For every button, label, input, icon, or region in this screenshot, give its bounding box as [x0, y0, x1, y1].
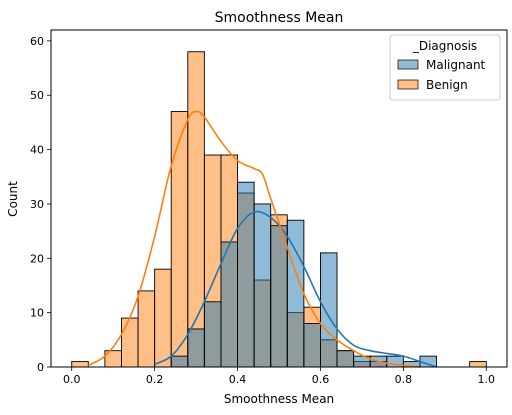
x-tick-label: 0.2	[146, 373, 164, 386]
bar-malignant-14	[303, 323, 321, 368]
bar-malignant-7	[187, 328, 205, 368]
legend-label-benign: Benign	[426, 78, 468, 92]
chart-title: Smoothness Mean	[215, 10, 344, 26]
bar-benign-6	[170, 111, 189, 368]
x-axis-ticks: 0.0 0.2 0.4 0.6 0.8 1.0	[63, 367, 495, 386]
x-tick-label: 1.0	[478, 373, 496, 386]
x-tick-label: 0.8	[395, 373, 413, 386]
kde-line-malignant	[154, 210, 437, 368]
bar-benign-24	[469, 361, 487, 368]
bar-benign-5	[154, 268, 172, 368]
y-axis-ticks: 0 10 20 30 40 50 60	[30, 35, 51, 374]
bar-malignant-16	[336, 350, 355, 368]
y-tick-label: 30	[30, 198, 44, 211]
bar-benign-3	[121, 317, 139, 368]
legend-swatch-malignant	[397, 59, 419, 70]
y-tick-label: 10	[30, 307, 44, 320]
y-tick-label: 60	[30, 35, 44, 48]
y-tick-label: 50	[30, 89, 44, 102]
bar-malignant-15	[320, 252, 338, 368]
bar-malignant-13	[286, 219, 305, 368]
bar-malignant-9	[220, 241, 238, 368]
bar-malignant-10	[237, 181, 255, 368]
legend-title: _Diagnosis	[412, 39, 477, 53]
bar-malignant-11	[253, 203, 272, 368]
kde-layer	[87, 110, 437, 368]
x-tick-label: 0.4	[229, 373, 247, 386]
legend-swatch-benign	[397, 79, 419, 90]
y-axis-label: Count	[6, 181, 20, 217]
y-tick-label: 20	[30, 252, 44, 265]
kde-line-benign	[87, 110, 421, 368]
y-tick-label: 0	[37, 361, 44, 374]
y-tick-label: 40	[30, 144, 44, 157]
bar-malignant-12	[270, 225, 288, 368]
bar-malignant-8	[203, 301, 222, 368]
bar-benign-4	[137, 290, 156, 368]
bar-malignant-6	[170, 355, 189, 368]
legend-label-malignant: Malignant	[426, 58, 486, 72]
x-tick-label: 0.0	[63, 373, 81, 386]
x-axis-label: Smoothness Mean	[224, 392, 334, 406]
bar-benign-0	[71, 361, 89, 368]
x-tick-label: 0.6	[312, 373, 330, 386]
bars-layer	[71, 51, 487, 368]
legend: _Diagnosis Malignant Benign	[389, 34, 501, 101]
plot-frame	[50, 29, 508, 368]
